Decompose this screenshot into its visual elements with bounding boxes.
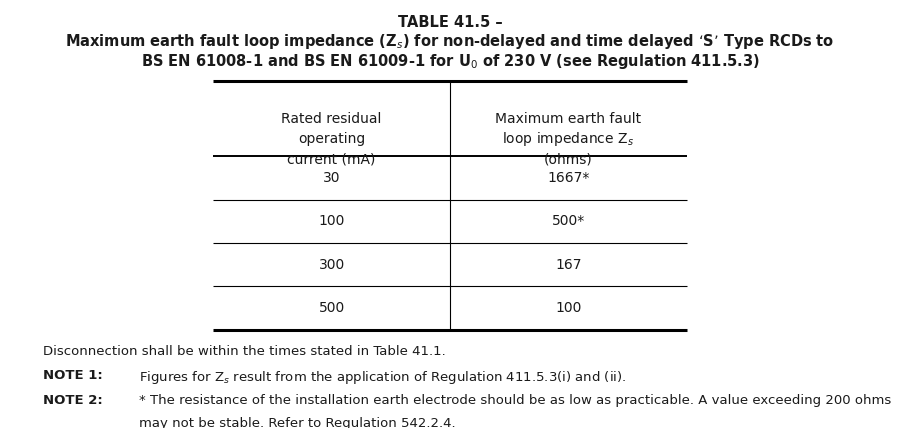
- Text: operating: operating: [298, 132, 365, 146]
- Text: (ohms): (ohms): [544, 153, 593, 167]
- Text: Disconnection shall be within the times stated in Table 41.1.: Disconnection shall be within the times …: [43, 345, 446, 357]
- Text: 30: 30: [323, 171, 340, 185]
- Text: NOTE 2:: NOTE 2:: [43, 394, 103, 407]
- Text: 100: 100: [555, 301, 581, 315]
- Text: Figures for Z$_s$ result from the application of Regulation 411.5.3(i) and (ii).: Figures for Z$_s$ result from the applic…: [139, 369, 626, 386]
- Text: Maximum earth fault: Maximum earth fault: [495, 112, 642, 126]
- Text: current (mA): current (mA): [287, 153, 376, 167]
- Text: 500*: 500*: [552, 214, 585, 228]
- Text: 300: 300: [319, 258, 345, 271]
- Text: Maximum earth fault loop impedance (Z$_s$) for non-delayed and time delayed ‘S’ : Maximum earth fault loop impedance (Z$_s…: [66, 32, 834, 51]
- Text: may not be stable. Refer to Regulation 542.2.4.: may not be stable. Refer to Regulation 5…: [139, 417, 455, 428]
- Text: 100: 100: [319, 214, 345, 228]
- Text: TABLE 41.5 –: TABLE 41.5 –: [398, 15, 502, 30]
- Text: 500: 500: [319, 301, 345, 315]
- Text: Rated residual: Rated residual: [282, 112, 382, 126]
- Text: * The resistance of the installation earth electrode should be as low as practic: * The resistance of the installation ear…: [139, 394, 891, 407]
- Text: BS EN 61008-1 and BS EN 61009-1 for U$_0$ of 230 V (see Regulation 411.5.3): BS EN 61008-1 and BS EN 61009-1 for U$_0…: [140, 52, 760, 71]
- Text: NOTE 1:: NOTE 1:: [43, 369, 103, 382]
- Text: 167: 167: [555, 258, 581, 271]
- Text: loop impedance Z$_s$: loop impedance Z$_s$: [502, 130, 634, 149]
- Text: 1667*: 1667*: [547, 171, 590, 185]
